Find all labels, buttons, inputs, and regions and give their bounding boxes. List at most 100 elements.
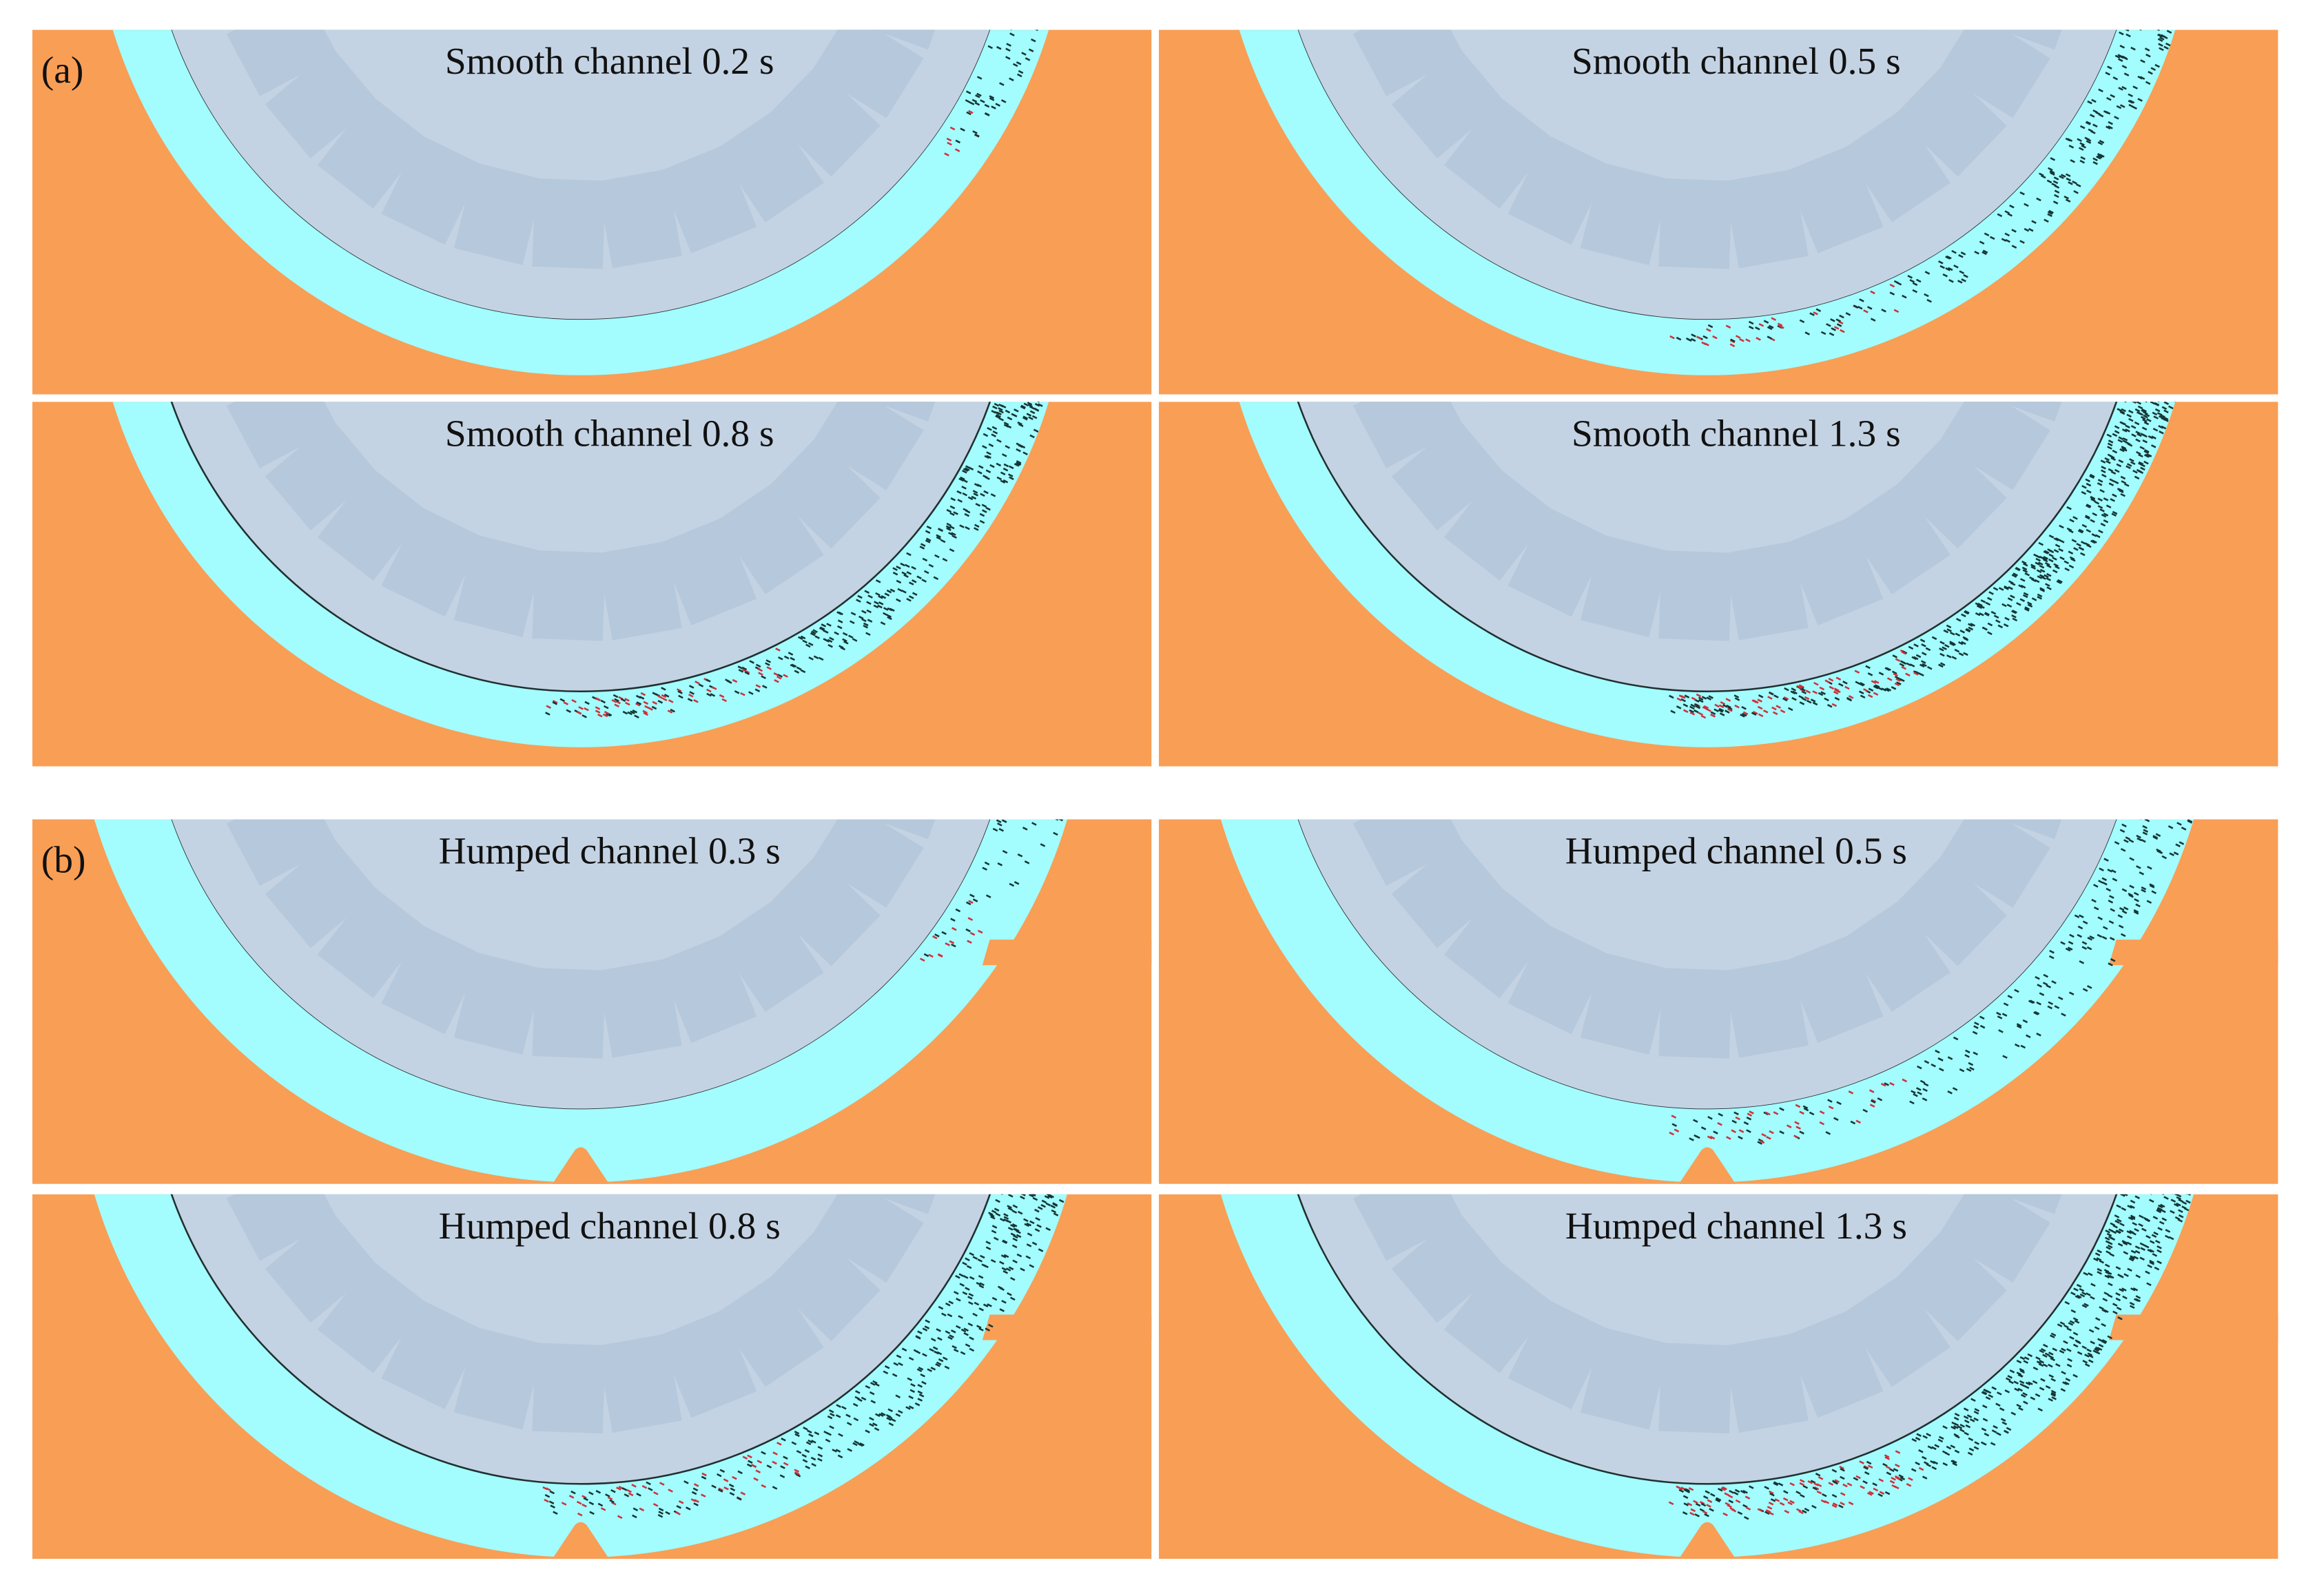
particle bbox=[2105, 72, 2111, 76]
particle bbox=[1058, 804, 1062, 806]
particle bbox=[2112, 449, 2118, 454]
particle bbox=[1702, 706, 1708, 710]
particle bbox=[2088, 1359, 2094, 1363]
particle bbox=[2123, 72, 2130, 76]
particle bbox=[1806, 699, 1812, 704]
particle bbox=[2144, 3, 2148, 5]
particle bbox=[1037, 805, 1041, 807]
particle bbox=[1927, 666, 1933, 670]
particle bbox=[694, 1499, 699, 1503]
particle bbox=[783, 674, 788, 678]
particle bbox=[2117, 1316, 2123, 1320]
particle bbox=[985, 506, 991, 511]
particle bbox=[1718, 709, 1724, 713]
particle bbox=[976, 92, 982, 97]
particle bbox=[2109, 1252, 2115, 1257]
particle bbox=[875, 592, 881, 597]
particle bbox=[996, 476, 1002, 481]
particle bbox=[1964, 610, 1970, 614]
particle bbox=[2018, 1373, 2024, 1378]
particle bbox=[2130, 814, 2134, 816]
particle bbox=[1840, 329, 1845, 333]
particle bbox=[1848, 1501, 1854, 1506]
particle bbox=[1731, 1119, 1737, 1124]
particle bbox=[1938, 663, 1944, 668]
particle bbox=[829, 1425, 834, 1429]
particle bbox=[1889, 1480, 1895, 1484]
particle bbox=[1944, 644, 1950, 648]
particle bbox=[1937, 1438, 1944, 1443]
particle bbox=[1743, 1121, 1749, 1126]
particle bbox=[1013, 463, 1020, 467]
particle bbox=[2066, 527, 2072, 532]
particle bbox=[2130, 1250, 2137, 1254]
particle bbox=[949, 126, 956, 131]
particle bbox=[1696, 335, 1702, 340]
particle bbox=[597, 1502, 604, 1507]
particle bbox=[1902, 294, 1907, 299]
particle bbox=[2124, 1188, 2128, 1190]
particle bbox=[969, 1336, 974, 1340]
particle bbox=[2112, 1303, 2118, 1307]
particle bbox=[2020, 1393, 2026, 1398]
particle bbox=[2123, 1273, 2129, 1277]
particle bbox=[1838, 683, 1844, 687]
particle bbox=[2091, 99, 2097, 103]
particle bbox=[2107, 1241, 2113, 1245]
particle bbox=[1899, 663, 1905, 667]
particle bbox=[1947, 1090, 1953, 1095]
particle bbox=[1026, 1222, 1032, 1227]
particle bbox=[1862, 1480, 1868, 1484]
particle bbox=[2001, 603, 2007, 608]
particle bbox=[1827, 1099, 1833, 1103]
particle bbox=[938, 528, 943, 532]
particle bbox=[2118, 924, 2124, 929]
particle bbox=[1031, 1190, 1035, 1192]
particle bbox=[1908, 1477, 1913, 1481]
particle bbox=[817, 1458, 823, 1462]
particle bbox=[2055, 537, 2061, 541]
particle bbox=[1872, 1482, 1877, 1486]
particle bbox=[2050, 1334, 2055, 1338]
particle bbox=[738, 669, 744, 673]
particle bbox=[1007, 1205, 1012, 1209]
particle bbox=[1829, 332, 1835, 336]
particle bbox=[701, 1493, 706, 1497]
particle bbox=[2140, 1247, 2145, 1251]
particle bbox=[783, 1462, 789, 1466]
particle bbox=[780, 1465, 785, 1469]
particle bbox=[2154, 10, 2159, 12]
particle bbox=[987, 1303, 992, 1307]
particle bbox=[2016, 1371, 2022, 1376]
particle bbox=[848, 634, 854, 639]
particle bbox=[2022, 569, 2028, 573]
particle bbox=[616, 1486, 621, 1491]
particle bbox=[1771, 317, 1777, 321]
particle bbox=[2043, 973, 2048, 978]
particle bbox=[1858, 682, 1864, 687]
particle bbox=[1869, 1089, 1875, 1093]
particle bbox=[2097, 479, 2103, 483]
particle bbox=[1011, 1223, 1018, 1227]
particle bbox=[2139, 871, 2145, 875]
particle bbox=[1065, 1185, 1069, 1187]
particle bbox=[1020, 404, 1026, 409]
particle bbox=[2092, 123, 2098, 128]
rotor-edge bbox=[1297, 30, 2117, 320]
particle bbox=[2163, 409, 2169, 413]
particle bbox=[1787, 707, 1793, 712]
particle bbox=[836, 611, 842, 615]
particle bbox=[2152, 836, 2159, 840]
particle bbox=[2038, 1362, 2044, 1367]
particle bbox=[2011, 229, 2017, 233]
particle bbox=[925, 530, 931, 534]
particle bbox=[1734, 1489, 1740, 1493]
particle bbox=[2130, 1199, 2136, 1204]
hump bbox=[552, 1147, 610, 1184]
particle bbox=[588, 1491, 594, 1495]
particle bbox=[1047, 1188, 1051, 1190]
particle bbox=[872, 1380, 878, 1385]
particle bbox=[2086, 528, 2092, 533]
particle bbox=[2121, 1207, 2127, 1211]
particle bbox=[2161, 1217, 2168, 1221]
